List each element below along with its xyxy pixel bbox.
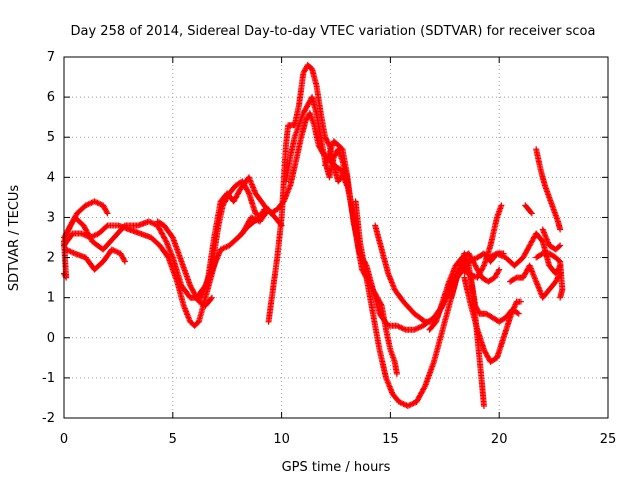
series-trail xyxy=(64,247,128,272)
series-trail xyxy=(61,222,219,328)
y-tick-label: 7 xyxy=(47,50,55,65)
y-tick-label: -1 xyxy=(42,371,55,386)
x-tick-label: 20 xyxy=(491,432,508,447)
axis-ticks: 0 5 10 15 20 25 -2 -1 0 1 2 3 4 5 6 7 xyxy=(42,50,616,447)
series-trail xyxy=(523,203,534,216)
y-tick-label: 3 xyxy=(47,210,55,225)
y-tick-label: 2 xyxy=(47,251,55,266)
x-tick-label: 0 xyxy=(60,432,68,447)
series-trail xyxy=(427,251,502,332)
series-8 xyxy=(265,62,353,325)
series-22 xyxy=(230,206,285,245)
x-tick-label: 5 xyxy=(169,432,177,447)
plot-frame xyxy=(63,56,609,419)
series-trail xyxy=(533,147,563,232)
y-tick-label: -2 xyxy=(42,411,55,426)
series-trail xyxy=(448,259,521,324)
y-axis-label: SDTVAR / TECUs xyxy=(7,185,22,292)
series-18 xyxy=(533,250,566,301)
series-2 xyxy=(61,222,220,329)
y-tick-label: 4 xyxy=(47,170,55,185)
chart-title: Day 258 of 2014, Sidereal Day-to-day VTE… xyxy=(71,24,596,39)
y-tick-label: 5 xyxy=(47,130,55,145)
series-19 xyxy=(533,146,564,233)
series-trail xyxy=(540,227,562,252)
series-trail xyxy=(352,199,487,409)
x-tick-label: 15 xyxy=(382,432,399,447)
series-13 xyxy=(426,250,503,333)
series-trail xyxy=(231,207,284,244)
series-10 xyxy=(322,138,507,333)
data-marks xyxy=(61,62,566,409)
series-trail xyxy=(508,263,563,300)
series-trail xyxy=(534,250,566,300)
series-15 xyxy=(461,274,524,365)
series-11 xyxy=(352,198,487,409)
x-tick-label: 25 xyxy=(600,432,617,447)
series-20 xyxy=(522,202,535,217)
series-4 xyxy=(63,246,128,273)
x-axis-label: GPS time / hours xyxy=(282,460,391,475)
series-21 xyxy=(539,226,564,253)
y-tick-label: 1 xyxy=(47,291,55,306)
series-17 xyxy=(507,262,564,301)
series-5 xyxy=(154,218,215,309)
series-trail xyxy=(155,219,214,308)
y-tick-label: 6 xyxy=(47,90,55,105)
y-tick-label: 0 xyxy=(47,331,55,346)
series-trail xyxy=(461,276,523,364)
series-trail xyxy=(486,231,563,276)
x-tick-label: 10 xyxy=(273,432,290,447)
